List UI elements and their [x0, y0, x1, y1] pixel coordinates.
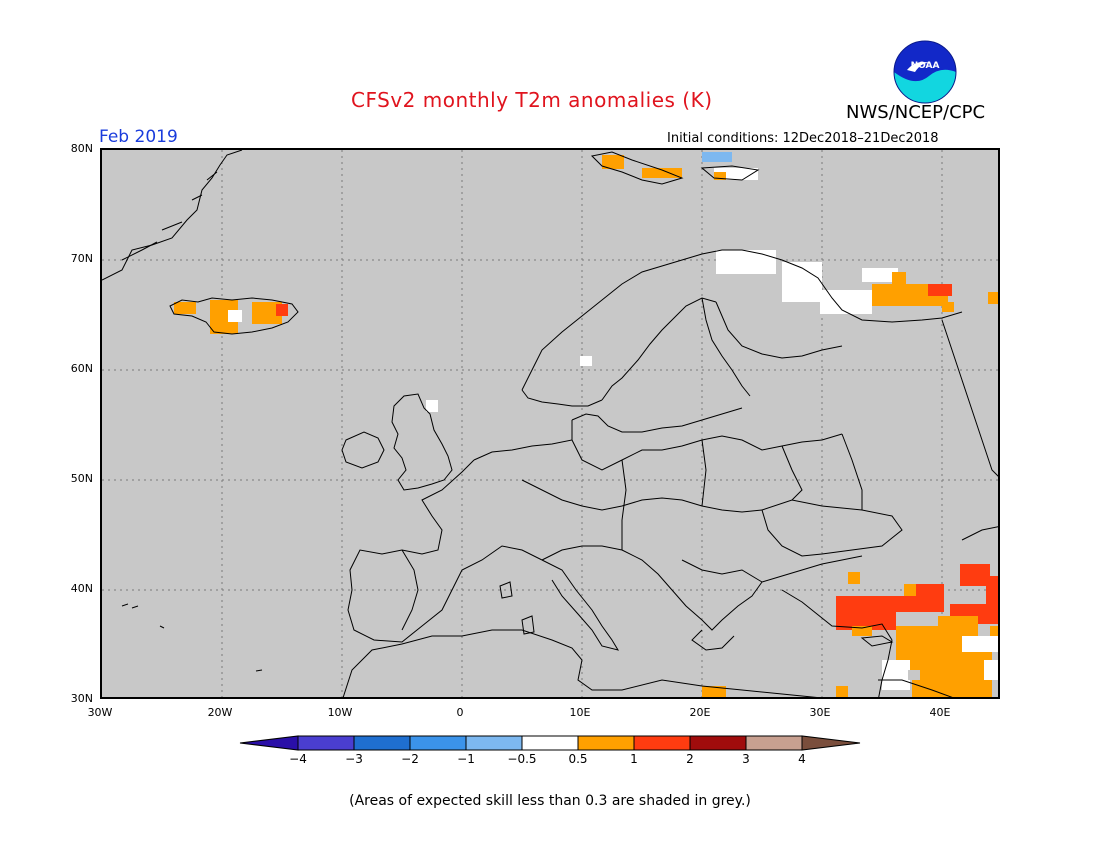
- legend-label-minus1: −1: [457, 752, 475, 766]
- organization-label: NWS/NCEP/CPC: [846, 102, 986, 123]
- color-legend: [239, 735, 861, 751]
- lat-label-40n: 40N: [70, 582, 93, 595]
- legend-swatch: [409, 735, 467, 751]
- legend-label-minus4: −4: [289, 752, 307, 766]
- coastlines: [102, 150, 998, 697]
- legend-swatch: [521, 735, 579, 751]
- legend-label-3: 3: [742, 752, 750, 766]
- lon-label-10e: 10E: [569, 706, 591, 719]
- noaa-logo: NOAA: [893, 40, 957, 104]
- lat-label-50n: 50N: [70, 472, 93, 485]
- lon-label-20w: 20W: [207, 706, 233, 719]
- legend-swatch: [297, 735, 355, 751]
- graticule: [102, 150, 998, 697]
- legend-swatch: [633, 735, 691, 751]
- map-canvas: [102, 150, 998, 697]
- lon-label-30w: 30W: [87, 706, 113, 719]
- lon-label-20e: 20E: [689, 706, 711, 719]
- legend-swatch: [465, 735, 523, 751]
- lon-label-30e: 30E: [809, 706, 831, 719]
- legend-swatch-above-4: [801, 735, 861, 751]
- legend-swatch: [577, 735, 635, 751]
- legend-label-4: 4: [798, 752, 806, 766]
- lon-label-0: 0: [456, 706, 464, 719]
- forecast-month: Feb 2019: [99, 127, 178, 147]
- legend-swatch: [689, 735, 747, 751]
- legend-label-minus2: −2: [401, 752, 419, 766]
- legend-label-minus3: −3: [345, 752, 363, 766]
- lat-label-70n: 70N: [70, 252, 93, 265]
- legend-swatch: [353, 735, 411, 751]
- lon-label-10w: 10W: [327, 706, 353, 719]
- lat-label-30n: 30N: [70, 692, 93, 705]
- lon-label-40e: 40E: [929, 706, 951, 719]
- skill-footnote: (Areas of expected skill less than 0.3 a…: [349, 793, 751, 809]
- logo-text: NOAA: [911, 61, 940, 71]
- anomaly-map: [100, 148, 1000, 699]
- legend-label-2: 2: [686, 752, 694, 766]
- legend-swatch: [745, 735, 803, 751]
- legend-label-minus0-5: −0.5: [507, 752, 537, 766]
- legend-swatch-below-minus4: [239, 735, 299, 751]
- chart-title: CFSv2 monthly T2m anomalies (K): [351, 88, 713, 112]
- lat-label-60n: 60N: [70, 362, 93, 375]
- anomaly-shading: [174, 152, 998, 697]
- initial-conditions: Initial conditions: 12Dec2018–21Dec2018: [667, 131, 939, 146]
- lat-label-80n: 80N: [70, 142, 93, 155]
- legend-label-0-5: 0.5: [568, 752, 588, 766]
- legend-label-1: 1: [630, 752, 638, 766]
